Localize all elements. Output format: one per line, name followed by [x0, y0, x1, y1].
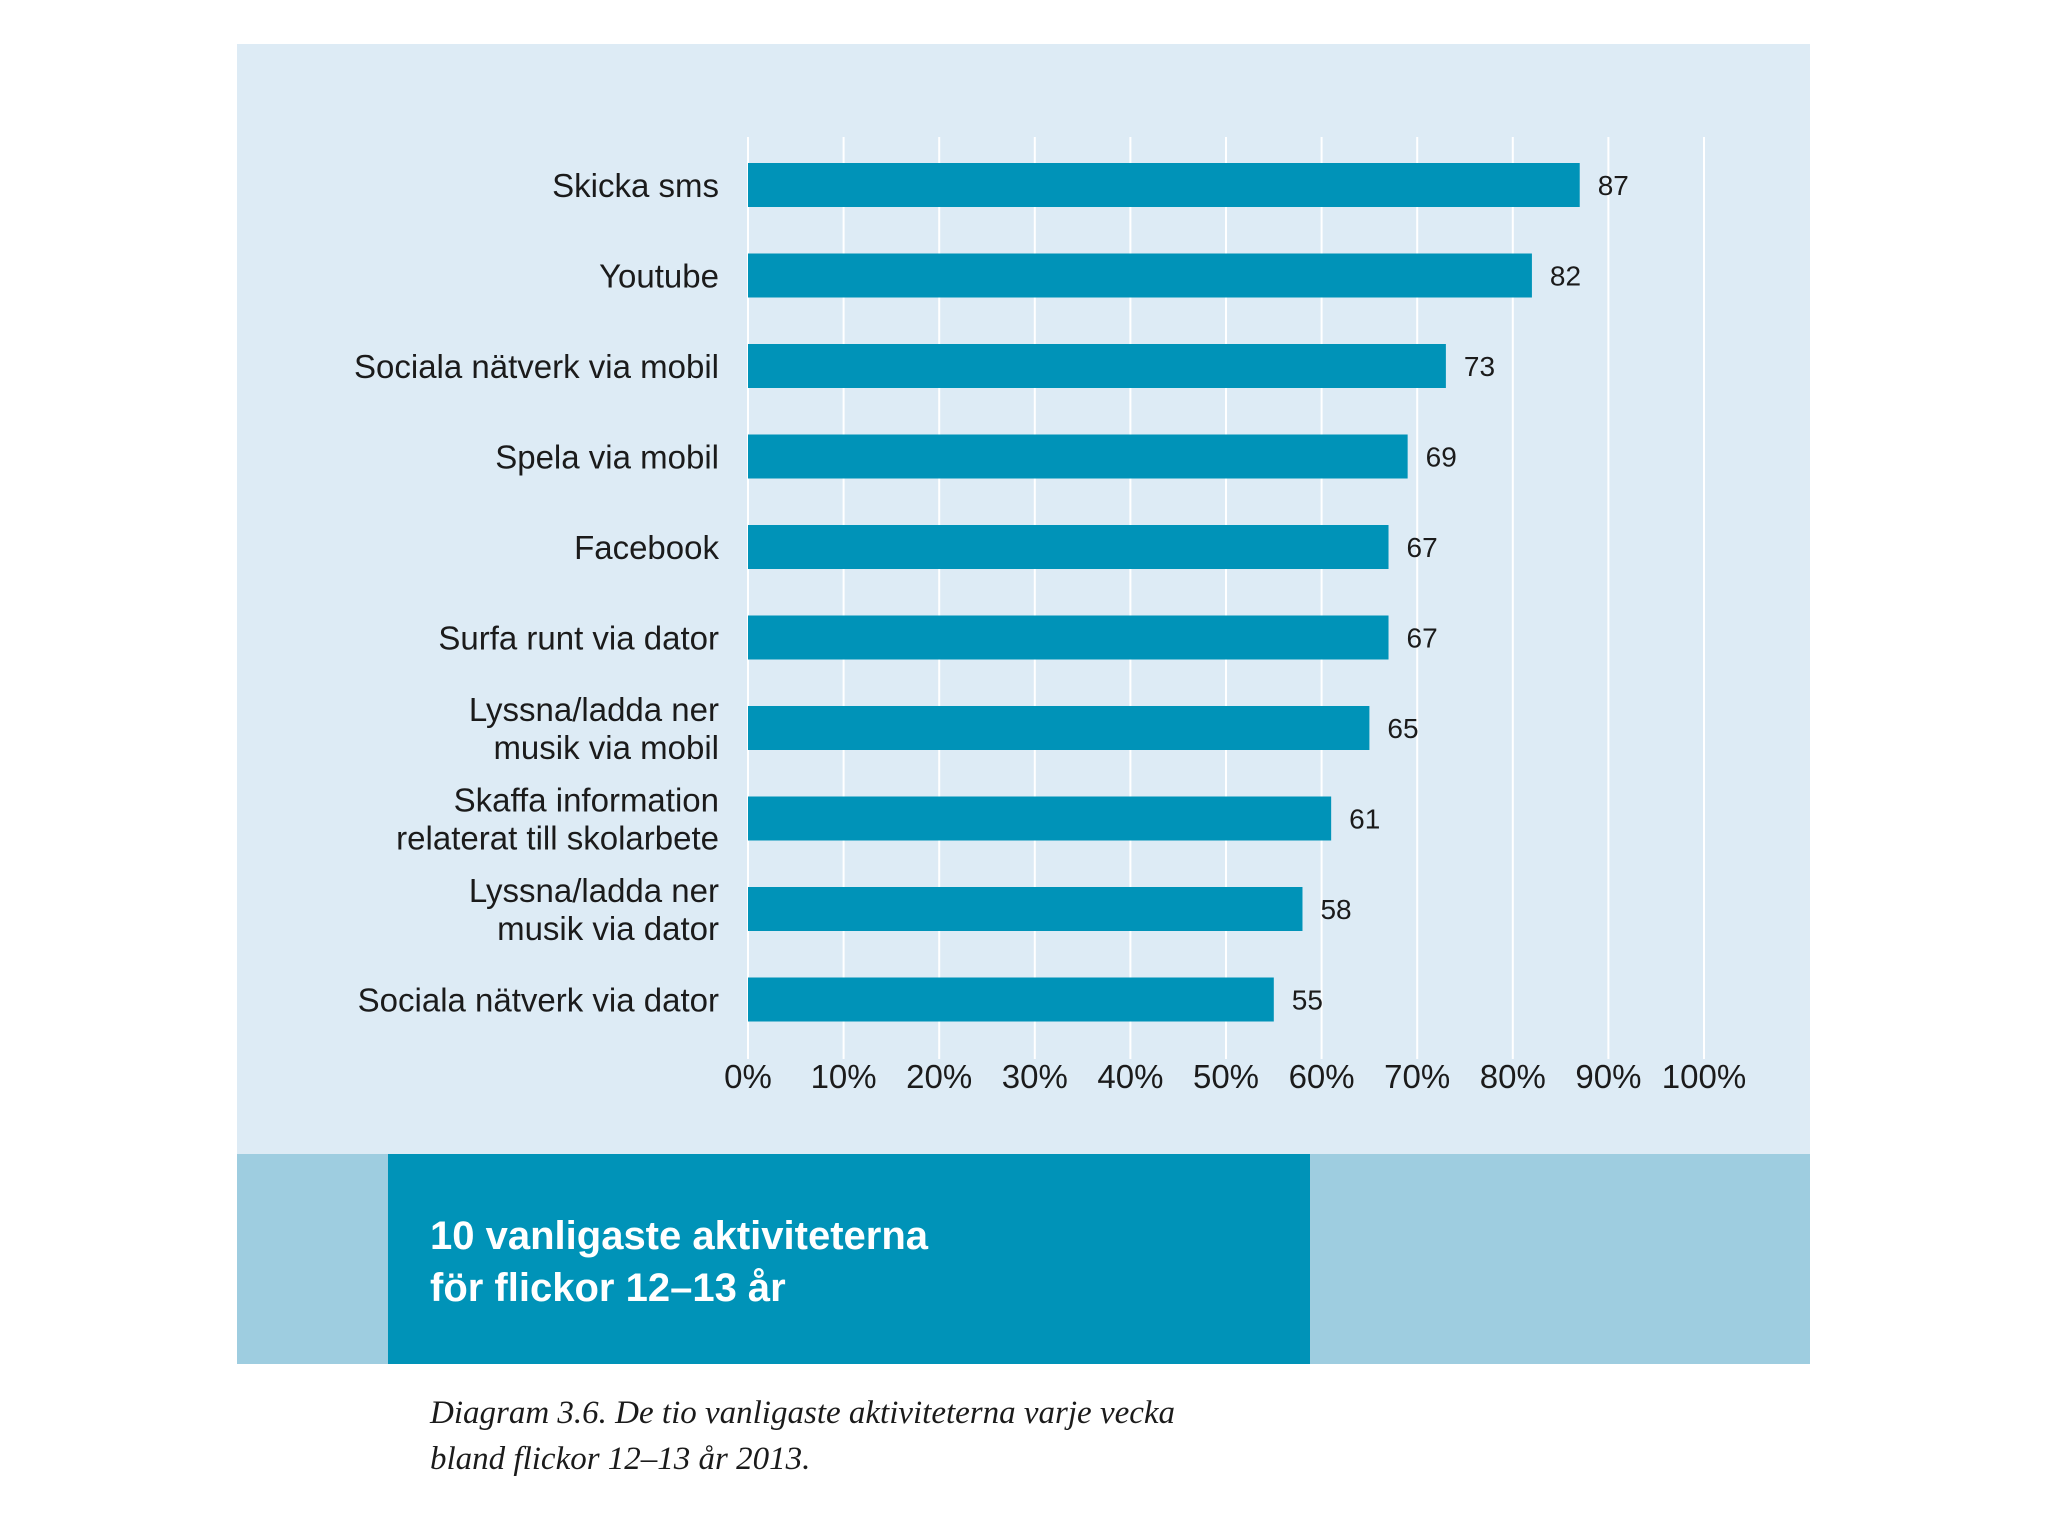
value-label: 61 [1349, 804, 1380, 835]
category-label: Sociala nätverk via mobil [354, 348, 719, 385]
bar [748, 344, 1446, 388]
value-label: 58 [1320, 894, 1351, 925]
chart-panel: 87 Skicka sms 82 Youtube 73 Sociala nätverk v… [237, 44, 1810, 1154]
figure-caption: Diagram 3.6. De tio vanligaste aktivitet… [430, 1395, 1176, 1477]
value-label: 82 [1550, 261, 1581, 292]
category-label: Youtube [599, 258, 719, 295]
chart-title: 10 vanligaste aktiviteterna för flickor … [430, 1214, 929, 1310]
x-tick-label: 30% [1002, 1058, 1068, 1095]
value-label: 69 [1426, 442, 1457, 473]
x-tick-label: 60% [1289, 1058, 1355, 1095]
value-label: 67 [1407, 532, 1438, 563]
x-tick-label: 80% [1480, 1058, 1546, 1095]
category-label: Lyssna/ladda ner musik via mobil [469, 691, 719, 766]
bar [748, 615, 1389, 660]
x-tick-label: 20% [906, 1058, 972, 1095]
x-tick-label: 70% [1384, 1058, 1450, 1095]
bar [748, 253, 1532, 298]
x-tick-label: 100% [1662, 1058, 1746, 1095]
category-label: Surfa runt via dator [438, 620, 719, 657]
value-label: 65 [1387, 713, 1418, 744]
value-label: 87 [1598, 170, 1629, 201]
x-tick-label: 0% [724, 1058, 772, 1095]
x-tick-label: 10% [811, 1058, 877, 1095]
bar [748, 706, 1370, 750]
category-label: Spela via mobil [495, 439, 719, 476]
bar [748, 796, 1332, 841]
figure: 87 Skicka sms 82 Youtube 73 Sociala nätverk v… [237, 44, 1810, 1477]
bar [748, 163, 1580, 207]
x-tick-label: 90% [1575, 1058, 1641, 1095]
value-label: 67 [1407, 623, 1438, 654]
title-box: 10 vanligaste aktiviteterna för flickor … [388, 1154, 1310, 1364]
value-label: 73 [1464, 351, 1495, 382]
bar [748, 977, 1274, 1022]
title-banner: 10 vanligaste aktiviteterna för flickor … [237, 1154, 1810, 1364]
category-label: Sociala nätverk via dator [358, 982, 719, 1019]
bar [748, 887, 1303, 931]
x-tick-label: 40% [1097, 1058, 1163, 1095]
category-label: Facebook [574, 529, 719, 566]
bar [748, 525, 1389, 569]
category-label: Lyssna/ladda ner musik via dator [469, 872, 719, 947]
bar-chart: 87 Skicka sms 82 Youtube 73 Sociala nätverk v… [354, 137, 1746, 1095]
category-label: Skicka sms [552, 167, 719, 204]
x-tick-label: 50% [1193, 1058, 1259, 1095]
value-label: 55 [1292, 985, 1323, 1016]
category-label: Skaffa information relaterat till skolarb… [396, 782, 719, 857]
bar [748, 434, 1408, 479]
